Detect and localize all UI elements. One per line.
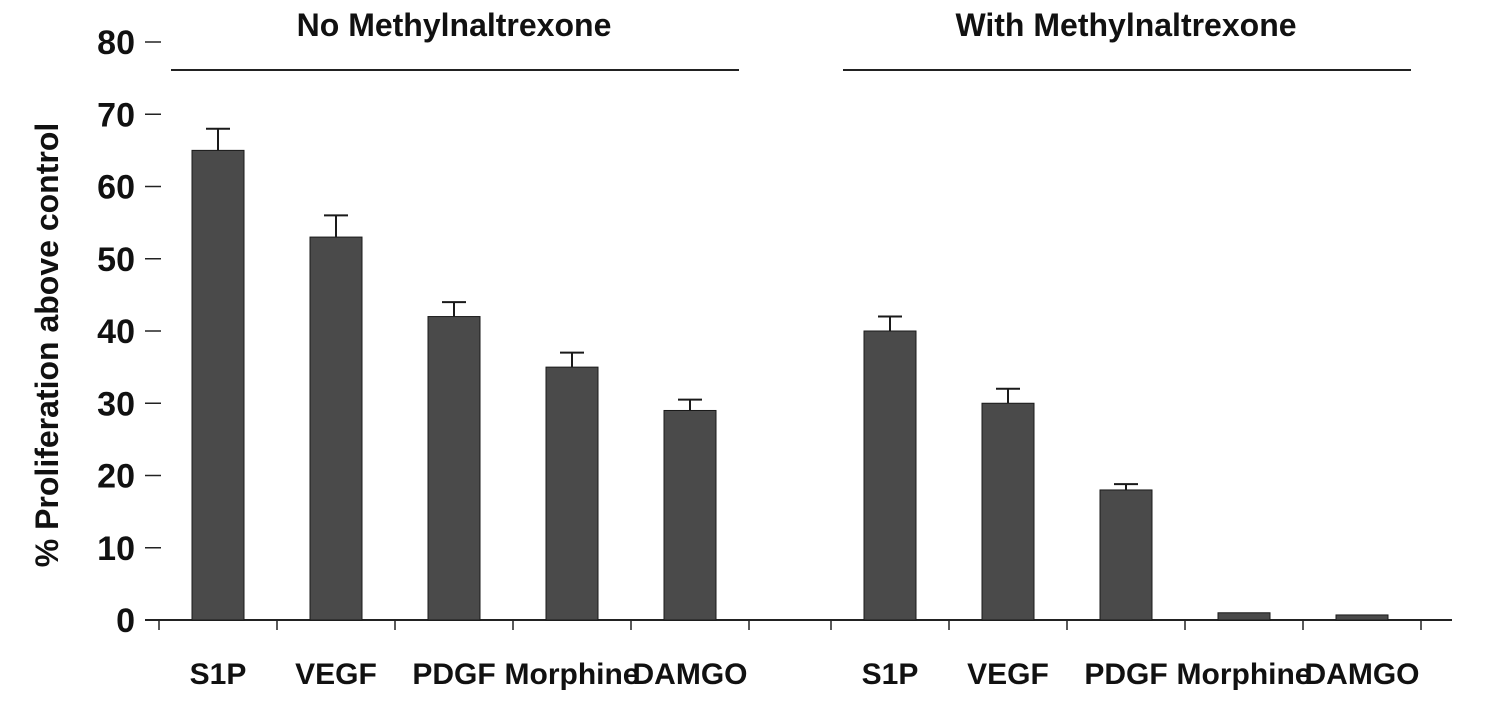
y-tick-label: 10 [97,530,135,568]
category-label: DAMGO [1305,658,1420,691]
bar [663,409,717,621]
y-tick-label: 50 [97,241,135,279]
bar [981,402,1035,621]
y-tick-label: 30 [97,385,135,423]
bar [1335,614,1389,621]
x-axis [145,619,1452,630]
category-label: S1P [190,658,247,691]
y-axis-label: % Proliferation above control [29,123,65,568]
bar [1099,489,1153,621]
category-label: Morphine [1177,658,1312,691]
bar-group: No Methylnaltrexone S1P VEGF PDGF MorphineDA… [171,7,748,691]
bar [427,316,481,621]
category-label: VEGF [967,658,1049,691]
bar [1217,612,1271,621]
y-tick-label: 60 [97,169,135,207]
bar-group: With Methylnaltrexone S1P VEGF PDGF Morphine… [843,7,1420,691]
y-tick-label: 20 [97,458,135,496]
category-label: S1P [862,658,919,691]
bar [191,149,245,621]
y-tick-label: 0 [116,602,135,640]
y-axis: 0 10 20 30 40 50 60 70 80 [97,24,161,640]
y-tick-label: 80 [97,24,135,62]
bar [309,236,363,621]
group-title: With Methylnaltrexone [955,7,1296,43]
y-tick-label: 40 [97,313,135,351]
category-label: PDGF [412,658,495,691]
bar [863,330,917,621]
y-tick-label: 70 [97,96,135,134]
category-label: DAMGO [633,658,748,691]
category-label: Morphine [505,658,640,691]
category-label: PDGF [1084,658,1167,691]
bar [545,366,599,621]
category-label: VEGF [295,658,377,691]
group-title: No Methylnaltrexone [297,7,612,43]
